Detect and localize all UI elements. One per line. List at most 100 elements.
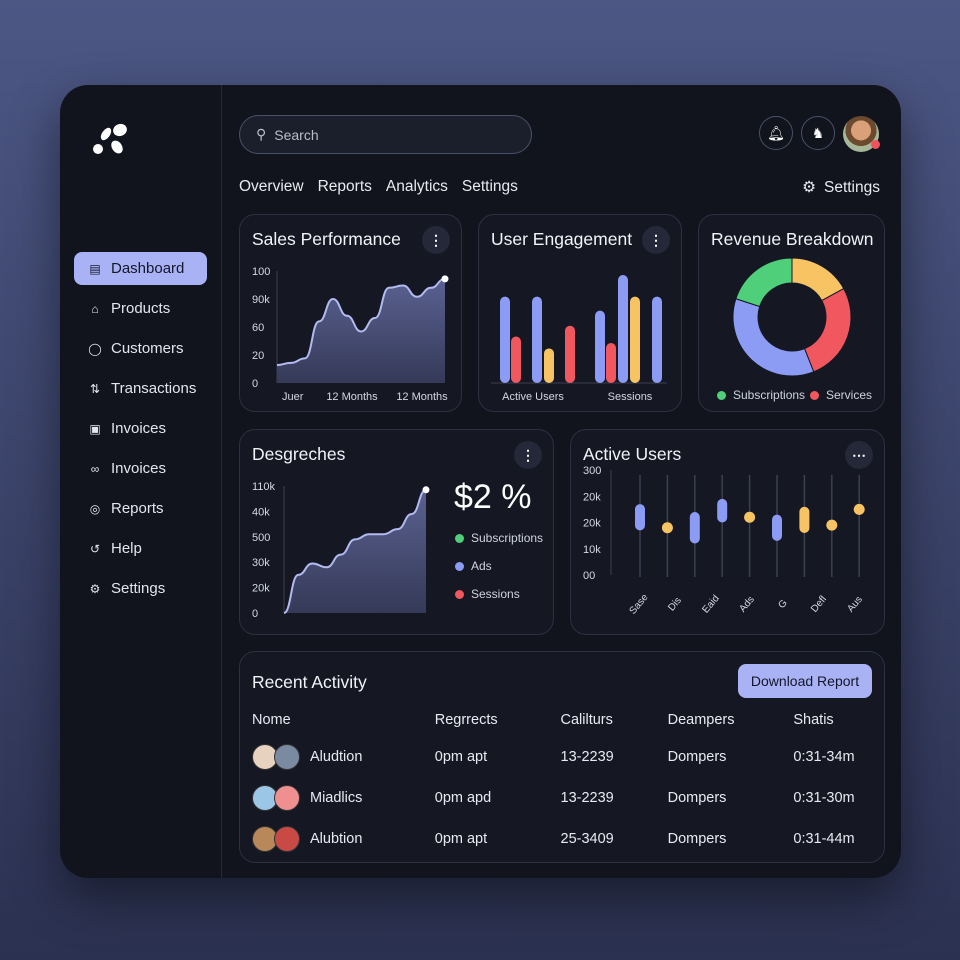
sidebar-item-customers[interactable]: ◯ Customers	[74, 332, 207, 365]
sidebar-item-label: Reports	[111, 500, 164, 517]
y-tick-label: 00	[583, 570, 595, 582]
highlight-value: $2 %	[454, 478, 532, 516]
y-tick-label: 30k	[252, 557, 270, 569]
range-bar	[717, 498, 728, 523]
sales-chart: 0 20 60 90k 100 Juer 12 Months 12 Months	[252, 266, 449, 403]
x-tick-label: Aus	[845, 594, 865, 614]
link-icon: ∞	[90, 461, 100, 476]
avatar	[252, 784, 278, 811]
row-name: Aludtion	[310, 748, 363, 765]
avatar	[274, 784, 300, 811]
tab-settings[interactable]: Settings	[461, 178, 518, 195]
more-options-icon[interactable]: ⋮	[422, 226, 450, 254]
cell-c2: 0pm apt	[434, 748, 488, 765]
range-dot	[853, 503, 865, 515]
avatar	[274, 825, 300, 852]
revenue-breakdown-card: Revenue Breakdown Subscriptions Services	[698, 214, 885, 412]
more-options-icon[interactable]: ⋮	[642, 226, 670, 254]
bar	[652, 296, 662, 383]
sidebar-item-label: Dashboard	[111, 260, 185, 277]
y-tick-label: 0	[252, 608, 258, 620]
more-options-icon[interactable]: ⋯	[845, 441, 873, 469]
y-tick-label: 500	[252, 532, 270, 544]
area-fill	[284, 489, 426, 613]
gear-icon: ⚙	[802, 179, 816, 196]
bar	[511, 336, 521, 383]
tab-overview[interactable]: Overview	[239, 178, 304, 195]
sidebar-item-settings[interactable]: ⚙ Settings	[74, 572, 207, 605]
sidebar-item-dashboard[interactable]: ▤ Dashboard	[74, 252, 207, 285]
top-tabs: Overview Reports Analytics Settings	[239, 178, 518, 196]
column-header: Regrrects	[434, 712, 498, 728]
cell-c2: 0pm apt	[434, 830, 488, 847]
sidebar-item-products[interactable]: ⌂ Products	[74, 292, 207, 325]
badge-icon: ◎	[89, 501, 101, 516]
end-point	[441, 275, 449, 283]
active-users-chart: 00 10k 20k 20k 300 Sase Dis Eaid Ads G Defl Aus	[583, 465, 865, 617]
y-tick-label: 20k	[583, 518, 601, 530]
cell-c5: 0:31-44m	[793, 830, 855, 847]
sidebar-item-help[interactable]: ↺ Help	[74, 532, 207, 565]
revenue-donut-chart	[732, 257, 852, 377]
settings-link[interactable]: ⚙ Settings	[802, 178, 880, 197]
cell-c5: 0:31-34m	[793, 748, 855, 765]
x-tick-label: Juer	[282, 391, 304, 403]
engagement-chart: Active Users Sessions	[491, 275, 667, 403]
range-dot	[661, 522, 673, 534]
x-tick-label: G	[776, 598, 790, 611]
table-row[interactable]: Alubtion 0pm apt 25-3409 Dompers 0:31-44m	[252, 818, 872, 859]
sidebar-item-invoices[interactable]: ▣ Invoices	[74, 412, 207, 445]
legend-services: Services	[810, 388, 872, 402]
card-title: Sales Performance	[252, 229, 401, 249]
table-header: Nome Regrrects Calilturs Deampers Shatis	[252, 710, 872, 730]
calendar-icon: ▤	[89, 261, 101, 276]
search-input[interactable]	[274, 126, 495, 143]
card-title: Recent Activity	[252, 672, 367, 692]
table-row[interactable]: Miadlics 0pm apd 13-2239 Dompers 0:31-30m	[252, 777, 872, 818]
column-header: Shatis	[793, 712, 834, 728]
y-tick-label: 20	[252, 350, 264, 362]
column-header: Calilturs	[560, 712, 613, 728]
user-settings-icon[interactable]: ♞	[801, 116, 835, 150]
column-header: Nome	[252, 712, 291, 728]
user-avatar[interactable]	[843, 116, 880, 152]
range-bar	[772, 514, 782, 541]
table-row[interactable]: Aludtion 0pm apt 13-2239 Dompers 0:31-34m	[252, 736, 872, 777]
cell-c4: Dompers	[667, 830, 727, 847]
search-bar[interactable]: ⚲	[239, 115, 532, 154]
x-tick-label: Sase	[628, 592, 651, 617]
bar	[595, 310, 605, 383]
more-options-icon[interactable]: ⋮	[514, 441, 542, 469]
row-name: Miadlics	[310, 789, 363, 806]
download-report-button[interactable]: Download Report	[738, 664, 872, 698]
sidebar-item-invoices[interactable]: ∞ Invoices	[74, 452, 207, 485]
sidebar-item-transactions[interactable]: ⇅ Transactions	[74, 372, 207, 405]
help-icon: ↺	[89, 541, 101, 556]
card-title: User Engagement	[491, 229, 633, 249]
sidebar-nav: ▤ Dashboard ⌂ Products ◯ Customers ⇅ Transactio…	[74, 252, 207, 612]
range-bar	[799, 506, 810, 533]
row-name: Alubtion	[310, 830, 363, 847]
x-tick-label: 12 Months	[396, 391, 448, 403]
donut-slice	[735, 257, 793, 308]
card-title: Active Users	[583, 444, 682, 464]
avatar	[252, 825, 278, 852]
sidebar-item-label: Help	[111, 540, 142, 557]
recent-activity-card: Recent Activity Download Report Nome Regr…	[239, 651, 885, 863]
activity-table: Nome Regrrects Calilturs Deampers Shatis Alud…	[252, 710, 872, 859]
sidebar: ▤ Dashboard ⌂ Products ◯ Customers ⇅ Transactio…	[60, 85, 222, 878]
y-tick-label: 40k	[252, 506, 270, 518]
sidebar-item-reports[interactable]: ◎ Reports	[74, 492, 207, 525]
card-title: Desgreches	[252, 444, 346, 464]
tab-reports[interactable]: Reports	[317, 178, 372, 195]
notification-bell-icon[interactable]: 🔔︎	[759, 116, 793, 150]
bar	[630, 296, 640, 383]
sidebar-item-label: Invoices	[111, 460, 167, 477]
area-fill	[277, 278, 445, 383]
x-tick-label: Active Users	[502, 391, 564, 403]
bar	[606, 343, 616, 383]
status-dot	[871, 140, 880, 149]
avatar	[252, 743, 278, 770]
y-tick-label: 110k	[252, 481, 276, 493]
tab-analytics[interactable]: Analytics	[385, 178, 448, 195]
